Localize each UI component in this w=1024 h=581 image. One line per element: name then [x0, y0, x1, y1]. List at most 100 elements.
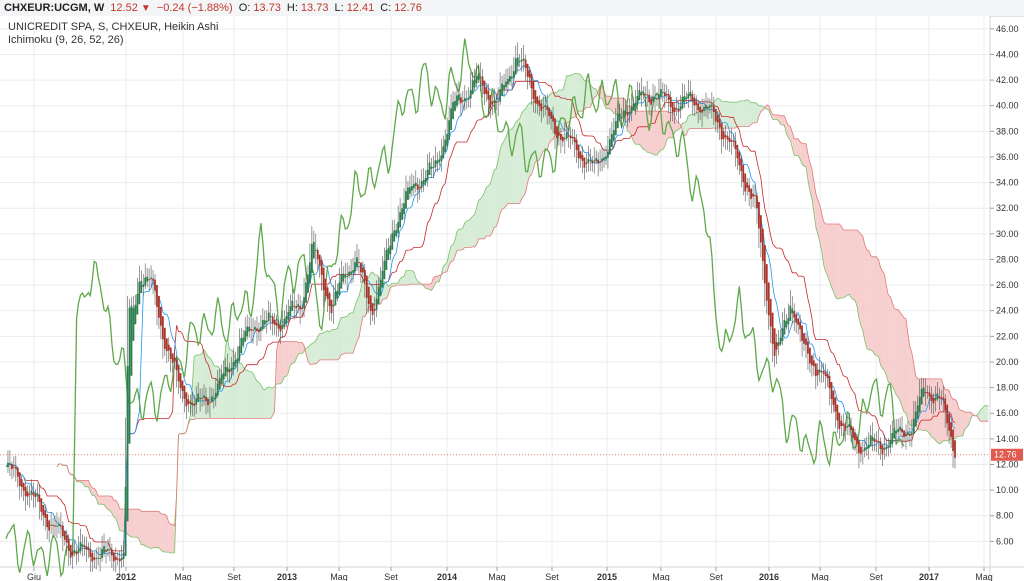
cloud-segment — [349, 312, 352, 354]
candle-body — [661, 91, 664, 93]
candle-body — [409, 187, 411, 194]
price-axis[interactable]: 6.00 8.00 10.00 12.00 14.00 16.00 18.00 20.00 22… — [990, 24, 1019, 547]
candle-body — [483, 80, 486, 95]
candle-body — [46, 513, 49, 528]
candle-body — [95, 558, 98, 560]
candle-body — [387, 248, 390, 261]
candle-body — [728, 137, 731, 143]
legend-indicator[interactable]: Ichimoku (9, 26, 52, 26) — [8, 34, 124, 46]
candle-body — [769, 298, 772, 327]
candle-body — [383, 260, 386, 280]
candle-body — [377, 286, 380, 305]
price-tick-label: 28.00 — [996, 254, 1019, 264]
candle-body — [710, 105, 713, 107]
cloud-segment — [307, 345, 310, 365]
cloud-segment — [294, 341, 297, 363]
cloud-segment — [321, 332, 324, 360]
cloud-segment — [507, 129, 510, 204]
cloud-segment — [164, 514, 167, 553]
candle-body — [454, 100, 456, 111]
cloud-segment — [760, 105, 763, 112]
candle-body — [944, 398, 947, 411]
cloud-segment — [245, 369, 248, 419]
candle-body — [467, 97, 470, 100]
candle-body — [201, 397, 203, 399]
candle-body — [158, 295, 160, 318]
time-axis[interactable]: Giu 2012 Mag Set 2013 Mag Set 2014 Mag Set 2015 Mag… — [27, 567, 993, 581]
candle-body — [585, 162, 588, 164]
candle-body — [258, 329, 260, 333]
candle-body — [807, 341, 809, 354]
candle-body — [481, 76, 484, 85]
candle-body — [169, 347, 172, 359]
candle-body — [722, 131, 725, 139]
candle-body — [109, 549, 111, 551]
candle-body — [434, 160, 437, 168]
cloud-segment — [674, 115, 677, 133]
cloud-segment — [615, 98, 618, 115]
cloud-segment — [409, 270, 412, 285]
candle-body — [297, 304, 300, 308]
cloud-segment — [827, 223, 830, 282]
cloud-segment — [892, 302, 895, 391]
cloud-segment — [907, 333, 910, 426]
candle-body — [644, 93, 647, 96]
candle-body — [342, 273, 345, 282]
price-chart[interactable]: 6.00 8.00 10.00 12.00 14.00 16.00 18.00 20.00 22… — [0, 16, 1024, 581]
candle-body — [630, 106, 633, 113]
cloud-segment — [817, 199, 820, 242]
candle-body — [636, 95, 639, 105]
cloud-segment — [460, 227, 463, 251]
candle-body — [646, 94, 649, 96]
candle-body — [356, 257, 358, 267]
cloud-segment — [333, 329, 336, 360]
candle-body — [407, 187, 409, 200]
candle-body — [550, 112, 552, 119]
candle-body — [410, 186, 413, 191]
candle-body — [75, 551, 78, 555]
candle-body — [848, 424, 851, 427]
candle-body — [726, 136, 729, 140]
candle-body — [946, 404, 949, 424]
cloud-segment — [958, 408, 961, 437]
cloud-segment — [360, 279, 363, 327]
candle-body — [479, 76, 482, 78]
candle-body — [448, 120, 451, 140]
candle-body — [346, 276, 349, 278]
cloud-segment — [405, 270, 408, 286]
candle-body — [271, 316, 274, 324]
candle-body — [81, 544, 84, 547]
cloud-segment — [139, 509, 142, 545]
cloud-segment — [249, 371, 252, 419]
price-tick-label: 30.00 — [996, 229, 1019, 239]
time-tick-label: 2014 — [437, 572, 457, 581]
cloud-segment — [966, 412, 969, 428]
candle-body — [901, 428, 903, 433]
candle-body — [26, 491, 29, 497]
candle-body — [22, 483, 25, 491]
candle-body — [618, 113, 621, 121]
cloud-segment — [266, 386, 269, 419]
candle-body — [83, 545, 86, 548]
kijun-sen-line — [5, 80, 956, 552]
open-value: 13.73 — [253, 2, 281, 14]
symbol-label[interactable]: CHXEUR:UCGM, W — [4, 2, 105, 14]
cloud-segment — [453, 240, 456, 261]
candle-body — [793, 311, 796, 318]
candle-body — [907, 432, 909, 436]
candle-body — [487, 90, 490, 100]
candle-body — [834, 397, 837, 412]
price-change: −0.24 (−1.88%) — [156, 2, 233, 14]
candle-body — [89, 549, 92, 557]
candle-body — [887, 446, 890, 448]
cloud-segment — [255, 377, 257, 419]
candle-body — [338, 282, 341, 295]
candle-body — [681, 96, 684, 109]
candle-body — [309, 262, 311, 284]
cloud-segment — [776, 114, 779, 121]
cloud-segment — [682, 122, 685, 136]
cloud-segment — [258, 382, 261, 419]
cloud-segment — [290, 341, 293, 366]
candle-body — [575, 139, 578, 150]
cloud-segment — [313, 340, 316, 364]
